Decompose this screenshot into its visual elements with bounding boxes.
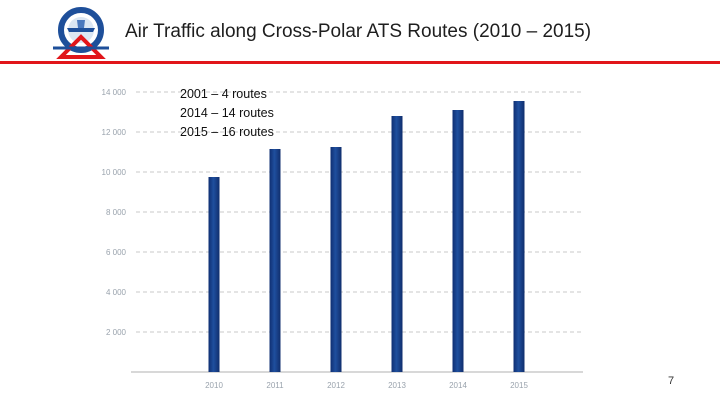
aviation-emblem-icon bbox=[53, 7, 109, 59]
x-tick-label: 2012 bbox=[327, 381, 345, 390]
x-tick-label: 2013 bbox=[388, 381, 406, 390]
bar bbox=[208, 177, 220, 372]
y-tick-label: 6 000 bbox=[106, 248, 127, 257]
x-tick-label: 2015 bbox=[510, 381, 528, 390]
x-tick-label: 2010 bbox=[205, 381, 223, 390]
y-tick-label: 14 000 bbox=[102, 88, 127, 97]
bar bbox=[452, 110, 464, 372]
page-number: 7 bbox=[668, 375, 675, 387]
x-tick-label: 2014 bbox=[449, 381, 467, 390]
y-tick-label: 2 000 bbox=[106, 328, 127, 337]
bar bbox=[269, 149, 281, 372]
routes-note-2015: 2015 – 16 routes bbox=[180, 125, 274, 139]
routes-note-2014: 2014 – 14 routes bbox=[180, 106, 274, 120]
y-tick-label: 4 000 bbox=[106, 288, 127, 297]
bar bbox=[391, 116, 403, 372]
bar bbox=[513, 101, 525, 372]
page-title: Air Traffic along Cross-Polar ATS Routes… bbox=[125, 21, 592, 42]
bar bbox=[330, 147, 342, 372]
routes-note-2001: 2001 – 4 routes bbox=[180, 87, 267, 101]
header-divider bbox=[0, 61, 720, 64]
x-tick-label: 2011 bbox=[266, 381, 284, 390]
y-tick-label: 10 000 bbox=[102, 168, 127, 177]
y-tick-label: 8 000 bbox=[106, 208, 127, 217]
routes-notes: 2001 – 4 routes 2014 – 14 routes 2015 – … bbox=[180, 85, 274, 142]
y-tick-label: 12 000 bbox=[102, 128, 127, 137]
